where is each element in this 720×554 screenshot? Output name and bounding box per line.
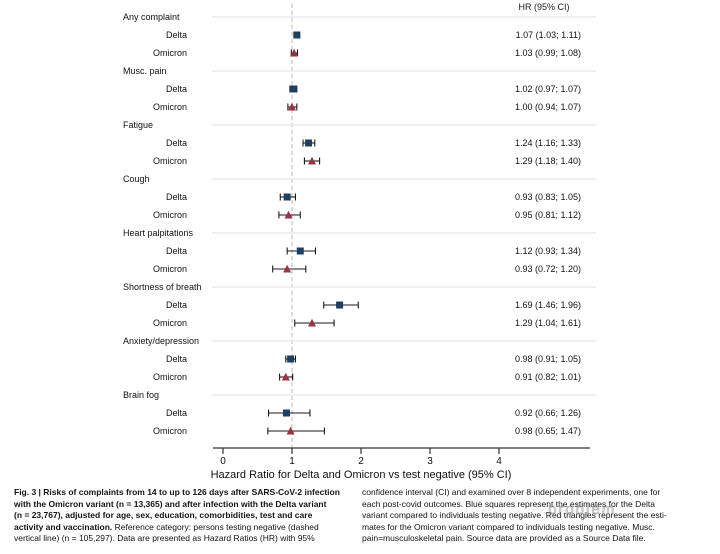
- variant-label-omicron: Omicron: [152, 210, 187, 220]
- hr-ci-value: 1.24 (1.16; 1.33): [514, 138, 581, 148]
- delta-square-marker: [289, 85, 297, 93]
- category-label: Heart palpitations: [123, 228, 194, 238]
- hr-ci-value: 1.02 (0.97; 1.07): [514, 84, 581, 94]
- caption-line: (n = 23,767), adjusted for age, sex, edu…: [14, 510, 360, 522]
- caption-line: each post-covid outcomes. Blue squares r…: [362, 499, 708, 511]
- caption-line: pain=musculoskeletal pain. Source data a…: [362, 533, 708, 545]
- x-tick-label: 0: [220, 456, 226, 467]
- category-label: Brain fog: [123, 390, 160, 400]
- hr-ci-value: 1.29 (1.18; 1.40): [514, 156, 581, 166]
- omicron-triangle-marker: [284, 210, 293, 219]
- x-tick-label: 3: [427, 456, 433, 467]
- variant-label-delta: Delta: [165, 246, 187, 256]
- caption-text: confidence interval (CI) and examined ov…: [362, 487, 661, 497]
- variant-label-delta: Delta: [165, 138, 187, 148]
- category-label: Anxiety/depression: [123, 336, 200, 346]
- category-label: Any complaint: [123, 12, 180, 22]
- hr-ci-value: 1.12 (0.93; 1.34): [514, 246, 581, 256]
- caption-line: vertical line) (n = 105,297). Data are p…: [14, 533, 360, 545]
- variant-label-delta: Delta: [165, 192, 187, 202]
- variant-label-omicron: Omicron: [152, 264, 187, 274]
- caption-text: each post-covid outcomes. Blue squares r…: [362, 498, 655, 509]
- variant-label-omicron: Omicron: [152, 426, 187, 436]
- variant-label-delta: Delta: [165, 300, 187, 310]
- caption-line: variant compared to individuals testing …: [362, 510, 708, 522]
- variant-label-omicron: Omicron: [152, 372, 187, 382]
- hr-ci-value: 0.93 (0.72; 1.20): [514, 264, 581, 274]
- variant-label-omicron: Omicron: [152, 318, 187, 328]
- hr-ci-value: 1.69 (1.46; 1.96): [514, 300, 581, 310]
- caption-text: Reference category: persons testing nega…: [114, 521, 319, 532]
- hr-ci-value: 0.92 (0.66; 1.26): [514, 408, 581, 418]
- caption-text: mates for the Omicron variant compared t…: [362, 521, 655, 532]
- caption-line: confidence interval (CI) and examined ov…: [362, 487, 708, 499]
- hr-ci-value: 1.29 (1.04; 1.61): [514, 318, 581, 328]
- variant-label-delta: Delta: [165, 84, 187, 94]
- caption-text: variant compared to individuals testing …: [362, 510, 667, 521]
- caption-bold-text: Fig. 3 | Risks of complaints from 14 to …: [14, 487, 340, 497]
- category-label: Musc. pain: [123, 66, 167, 76]
- omicron-triangle-marker: [308, 318, 317, 327]
- hr-ci-value: 0.91 (0.82; 1.01): [514, 372, 581, 382]
- forest-plot-canvas: [212, 4, 596, 454]
- variant-label-delta: Delta: [165, 408, 187, 418]
- hr-ci-value: 1.03 (0.99; 1.08): [514, 48, 581, 58]
- omicron-triangle-marker: [288, 102, 296, 111]
- variant-label-omicron: Omicron: [152, 48, 187, 58]
- figure-caption-left-column: Fig. 3 | Risks of complaints from 14 to …: [14, 487, 360, 545]
- delta-square-marker: [305, 139, 313, 147]
- delta-square-marker: [296, 247, 304, 255]
- omicron-triangle-marker: [308, 156, 317, 165]
- delta-square-marker: [293, 31, 301, 39]
- category-label: Cough: [123, 174, 150, 184]
- omicron-triangle-marker: [283, 264, 292, 273]
- delta-square-marker: [336, 301, 344, 309]
- hr-ci-value: 0.93 (0.83; 1.05): [514, 192, 581, 202]
- variant-label-delta: Delta: [165, 30, 187, 40]
- hr-ci-value: 0.95 (0.81; 1.12): [514, 210, 581, 220]
- variant-label-omicron: Omicron: [152, 156, 187, 166]
- caption-text: pain=musculoskeletal pain. Source data a…: [362, 533, 646, 544]
- delta-square-marker: [283, 193, 291, 201]
- figure-caption-right-column: confidence interval (CI) and examined ov…: [362, 487, 708, 545]
- omicron-triangle-marker: [286, 426, 295, 435]
- x-axis-title: Hazard Ratio for Delta and Omicron vs te…: [210, 469, 512, 481]
- omicron-triangle-marker: [281, 372, 290, 381]
- hr-ci-value: 1.00 (0.94; 1.07): [514, 102, 581, 112]
- x-tick-label: 1: [289, 456, 295, 467]
- x-tick-label: 4: [496, 456, 502, 467]
- caption-bold-text: (n = 23,767), adjusted for age, sex, edu…: [14, 510, 313, 521]
- variant-label-omicron: Omicron: [152, 102, 187, 112]
- category-label: Fatigue: [123, 120, 154, 130]
- hr-ci-value: 0.98 (0.65; 1.47): [514, 426, 581, 436]
- caption-bold-text: with the Omicron variant (n = 13,365) an…: [14, 498, 327, 509]
- hr-ci-value: 1.07 (1.03; 1.11): [515, 30, 581, 40]
- caption-line: Fig. 3 | Risks of complaints from 14 to …: [14, 487, 360, 499]
- caption-text: vertical line) (n = 105,297). Data are p…: [14, 533, 315, 544]
- caption-line: activity and vaccination. Reference cate…: [14, 522, 360, 534]
- hr-ci-value: 0.98 (0.91; 1.05): [514, 354, 581, 364]
- caption-line: mates for the Omicron variant compared t…: [362, 522, 708, 534]
- caption-line: with the Omicron variant (n = 13,365) an…: [14, 499, 360, 511]
- variant-label-delta: Delta: [165, 354, 187, 364]
- delta-square-marker: [287, 355, 295, 363]
- category-label: Shortness of breath: [123, 282, 202, 292]
- x-tick-label: 2: [358, 456, 364, 467]
- omicron-triangle-marker: [290, 48, 299, 57]
- caption-bold-text: activity and vaccination.: [14, 521, 115, 532]
- delta-square-marker: [282, 409, 290, 417]
- hr-column-header: HR (95% CI): [518, 2, 570, 12]
